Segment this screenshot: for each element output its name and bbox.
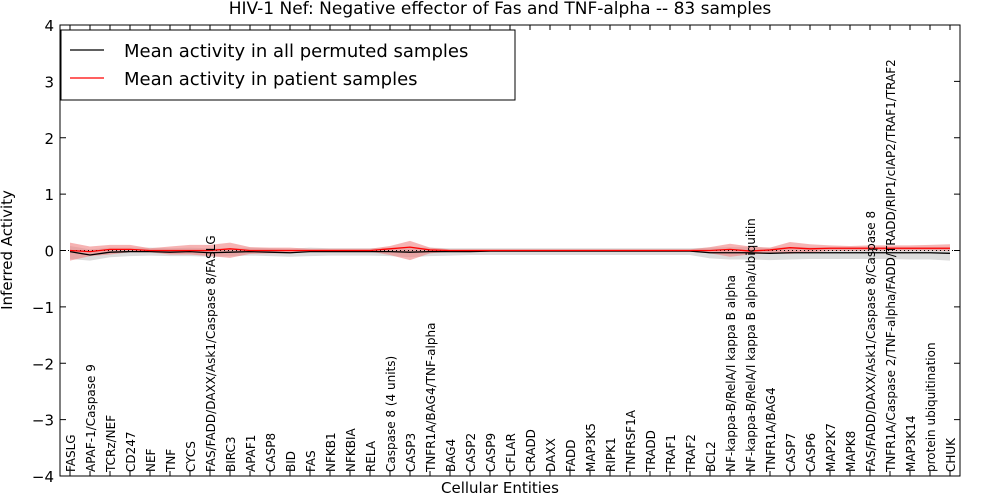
y-tick-label: 2 xyxy=(44,130,54,148)
y-tick-label: 1 xyxy=(44,186,54,204)
legend-label-patient: Mean activity in patient samples xyxy=(124,69,418,90)
x-tick-label: TNFR1A/BAG4 xyxy=(764,387,778,473)
x-tick-label: CASP8 xyxy=(264,433,278,472)
x-tick-label: CASP2 xyxy=(464,433,478,472)
x-tick-label: FAS xyxy=(304,450,318,472)
x-tick-label: FASLG xyxy=(64,434,78,472)
x-tick-label: TCRz/NEF xyxy=(104,415,118,473)
x-tick-label: protein ubiquitination xyxy=(924,342,938,472)
x-tick-label: TRAF1 xyxy=(664,434,678,473)
y-tick-label: −2 xyxy=(32,355,54,373)
x-tick-label: MAP3K14 xyxy=(904,415,918,472)
plot-frame xyxy=(59,24,961,477)
y-axis-label: Inferred Activity xyxy=(0,190,16,310)
x-tick-label: FAS/FADD/DAXX/Ask1/Caspase 8/Caspase 8 xyxy=(864,211,878,472)
legend-label-permuted: Mean activity in all permuted samples xyxy=(124,41,468,62)
y-tick-label: −3 xyxy=(32,412,54,430)
x-tick-label: BID xyxy=(284,451,298,472)
x-tick-label: CHUK xyxy=(944,437,958,472)
x-tick-label: FADD xyxy=(564,440,578,473)
x-tick-label: TRADD xyxy=(644,430,658,473)
x-tick-label: CD247 xyxy=(124,431,138,472)
x-tick-label: CASP6 xyxy=(804,433,818,472)
x-tick-label: CYCS xyxy=(184,441,198,472)
legend-box xyxy=(60,29,516,101)
x-tick-label: NFKBIA xyxy=(344,427,358,472)
line-patient xyxy=(69,246,950,253)
x-tick-label: RELA xyxy=(364,440,378,472)
x-tick-label: CASP9 xyxy=(484,433,498,472)
x-tick-label: NEF xyxy=(144,448,158,472)
x-tick-label: DAXX xyxy=(544,438,558,472)
x-tick-label: APAF1 xyxy=(244,435,258,472)
y-tick-label: 0 xyxy=(44,243,54,261)
chart-title: HIV-1 Nef: Negative effector of Fas and … xyxy=(229,0,772,19)
series-lines xyxy=(60,246,960,256)
x-tick-label: BAG4 xyxy=(444,439,458,472)
x-axis-label: Cellular Entities xyxy=(441,479,559,497)
y-tick-label: 4 xyxy=(44,17,54,35)
x-tick-label: CASP3 xyxy=(404,433,418,472)
x-tick-label: FAS/FADD/DAXX/Ask1/Caspase 8/FASLG xyxy=(204,235,218,472)
x-tick-label: BCL2 xyxy=(704,441,718,472)
x-tick-label: APAF-1/Caspase 9 xyxy=(84,364,98,472)
x-tick-label: BIRC3 xyxy=(224,436,238,472)
x-tick-label: TNFRSF1A xyxy=(624,409,638,473)
x-tick-label: MAPK8 xyxy=(844,431,858,472)
x-tick-label: RIPK1 xyxy=(604,437,618,472)
x-axis xyxy=(69,25,951,476)
x-tick-label: NF-kappa-B/RelA/I kappa B alpha/ubiquiti… xyxy=(744,218,758,472)
x-tick-label: TNFR1A/BAG4/TNF-alpha xyxy=(424,323,438,473)
x-tick-label: MAP3K5 xyxy=(584,423,598,472)
x-tick-label: NF-kappa-B/RelA/I kappa B alpha xyxy=(724,275,738,472)
x-tick-labels: FASLG APAF-1/Caspase 9 TCRz/NEF CD247 NEF TNF… xyxy=(64,59,958,473)
x-tick-label: CRADD xyxy=(524,429,538,472)
x-tick-label: Caspase 8 (4 units) xyxy=(384,356,398,472)
x-tick-label: CFLAR xyxy=(504,433,518,472)
x-tick-label: TNFR1A/Caspase 2/TNF-alpha/FADD/TRADD/RI… xyxy=(884,59,898,473)
y-tick-label: −4 xyxy=(32,468,54,486)
x-tick-label: MAP2K7 xyxy=(824,423,838,472)
legend: Mean activity in all permuted samples Me… xyxy=(60,29,516,101)
x-tick-label: TRAF2 xyxy=(684,434,698,473)
y-tick-label: 3 xyxy=(44,73,54,91)
x-tick-label: CASP7 xyxy=(784,433,798,472)
x-tick-label: NFKB1 xyxy=(324,432,338,472)
x-tick-label: TNF xyxy=(164,449,178,473)
y-tick-label: −1 xyxy=(32,299,54,317)
y-axis: −4 −3 −2 −1 0 1 2 3 4 xyxy=(32,17,960,486)
